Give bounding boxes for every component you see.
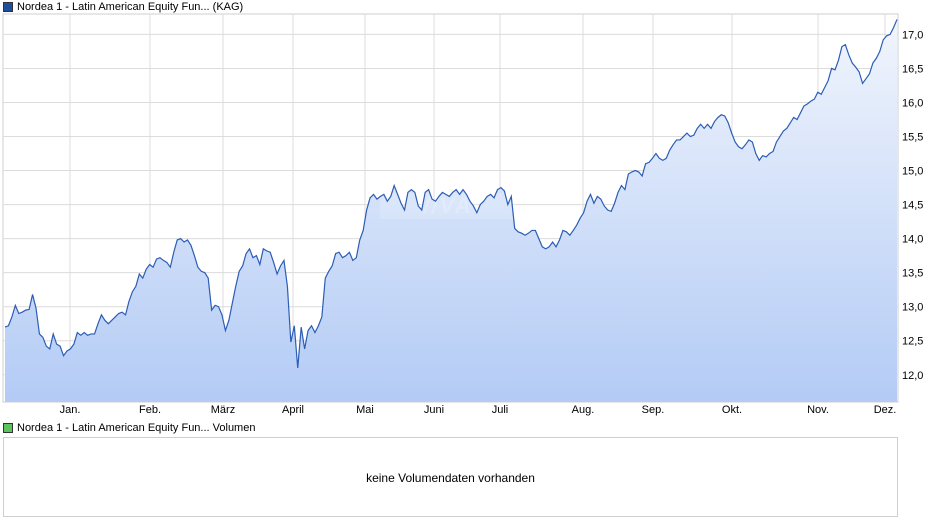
y-tick-label: 12,0	[902, 370, 923, 382]
y-tick-label: 13,0	[902, 302, 923, 314]
volume-panel: keine Volumendaten vorhanden	[3, 437, 898, 517]
price-chart: //VA 12,0 12,5 13,0 13,5 14,0 14,5 15,0 15,5 16,…	[2, 13, 923, 416]
x-tick-label: Nov.	[807, 404, 829, 416]
y-tick-label: 16,0	[902, 97, 923, 109]
legend-volume: Nordea 1 - Latin American Equity Fun... …	[3, 421, 255, 435]
x-tick-label: Dez.	[874, 404, 897, 416]
watermark-logo: //VA	[380, 193, 516, 219]
x-tick-label: Juni	[424, 404, 444, 416]
legend-price: Nordea 1 - Latin American Equity Fun... …	[3, 0, 243, 14]
y-tick-label: 13,5	[902, 268, 923, 280]
x-tick-label: April	[282, 404, 304, 416]
x-tick-label: Juli	[492, 404, 509, 416]
y-tick-label: 17,0	[902, 29, 923, 41]
x-tick-label: März	[211, 404, 235, 416]
price-area	[5, 19, 897, 402]
x-axis-ticks: Jan. Feb. März April Mai Juni Juli Aug. Sep. Okt.…	[60, 404, 897, 416]
y-tick-label: 15,0	[902, 166, 923, 178]
y-tick-label: 15,5	[902, 132, 923, 144]
y-axis-ticks: 12,0 12,5 13,0 13,5 14,0 14,5 15,0 15,5 16,0 16,5…	[902, 29, 923, 381]
y-tick-label: 16,5	[902, 63, 923, 75]
x-tick-label: Jan.	[60, 404, 81, 416]
x-tick-label: Aug.	[572, 404, 595, 416]
volume-series-swatch	[3, 423, 13, 433]
x-tick-label: Sep.	[642, 404, 665, 416]
volume-empty-message: keine Volumendaten vorhanden	[366, 471, 535, 485]
x-tick-label: Okt.	[722, 404, 742, 416]
y-tick-label: 14,5	[902, 200, 923, 212]
svg-text://VA: //VA	[422, 193, 472, 218]
legend-price-label: Nordea 1 - Latin American Equity Fun... …	[17, 1, 244, 13]
legend-volume-label: Nordea 1 - Latin American Equity Fun... …	[17, 422, 256, 434]
x-tick-label: Mai	[356, 404, 374, 416]
price-series-swatch	[3, 2, 13, 12]
price-line	[4, 19, 898, 369]
y-tick-label: 12,5	[902, 336, 923, 348]
y-tick-label: 14,0	[902, 234, 923, 246]
x-tick-label: Feb.	[139, 404, 161, 416]
